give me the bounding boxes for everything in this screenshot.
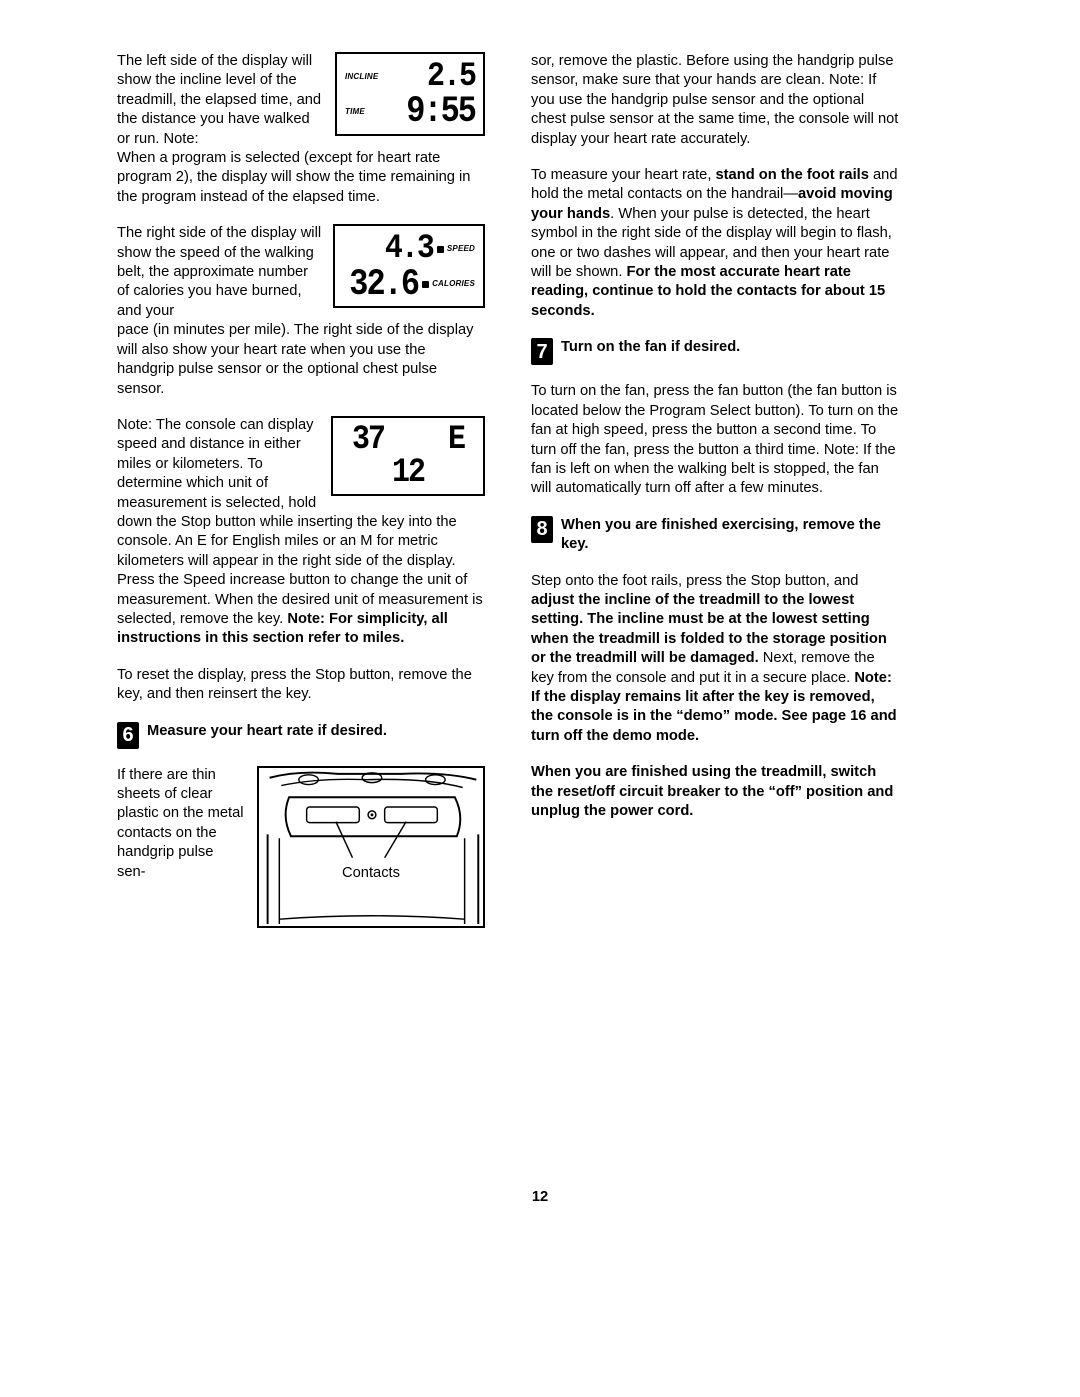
step-number-icon: 6	[117, 722, 139, 749]
contacts-svg	[259, 768, 483, 926]
paragraph: When a program is selected (except for h…	[117, 149, 485, 207]
page-number: 12	[0, 1188, 1080, 1207]
paragraph: To turn on the fan, press the fan button…	[531, 382, 899, 498]
calories-label: CALORIES	[432, 279, 475, 290]
contacts-label: Contacts	[339, 863, 403, 884]
paragraph: Step onto the foot rails, press the Stop…	[531, 572, 899, 747]
step-7: 7 Turn on the fan if desired.	[531, 338, 899, 365]
speed-label: SPEED	[447, 244, 475, 255]
units-bottom: 12	[341, 451, 475, 497]
paragraph: down the Stop button while inserting the…	[117, 513, 485, 649]
time-label: TIME	[345, 107, 365, 118]
step-6: 6 Measure your heart rate if desired.	[117, 722, 485, 749]
step-title: When you are finished exercising, remove…	[561, 516, 899, 555]
paragraph: When you are finished using the treadmil…	[531, 763, 899, 821]
paragraph: To reset the display, press the Stop but…	[117, 666, 485, 705]
step-number-icon: 8	[531, 516, 553, 543]
lcd-speed-calories: 4.3 SPEED 32.6 CALORIES	[333, 224, 485, 308]
lcd-units: 37 E 12	[331, 416, 485, 496]
step-title: Measure your heart rate if desired.	[147, 722, 387, 741]
left-column: INCLINE 2.5 TIME 9:55 The left side of t…	[117, 52, 485, 928]
right-column: sor, remove the plastic. Before using th…	[531, 52, 899, 928]
incline-label: INCLINE	[345, 72, 378, 83]
paragraph: To measure your heart rate, stand on the…	[531, 166, 899, 321]
step-number-icon: 7	[531, 338, 553, 365]
step-8: 8 When you are finished exercising, remo…	[531, 516, 899, 555]
paragraph: pace (in minutes per mile). The right si…	[117, 321, 485, 399]
calories-value: 32.6	[349, 260, 418, 309]
step-title: Turn on the fan if desired.	[561, 338, 740, 357]
handgrip-contacts-figure: Contacts	[257, 766, 485, 928]
lcd-incline-time: INCLINE 2.5 TIME 9:55	[335, 52, 485, 136]
time-value: 9:55	[406, 88, 475, 137]
paragraph: sor, remove the plastic. Before using th…	[531, 52, 899, 149]
